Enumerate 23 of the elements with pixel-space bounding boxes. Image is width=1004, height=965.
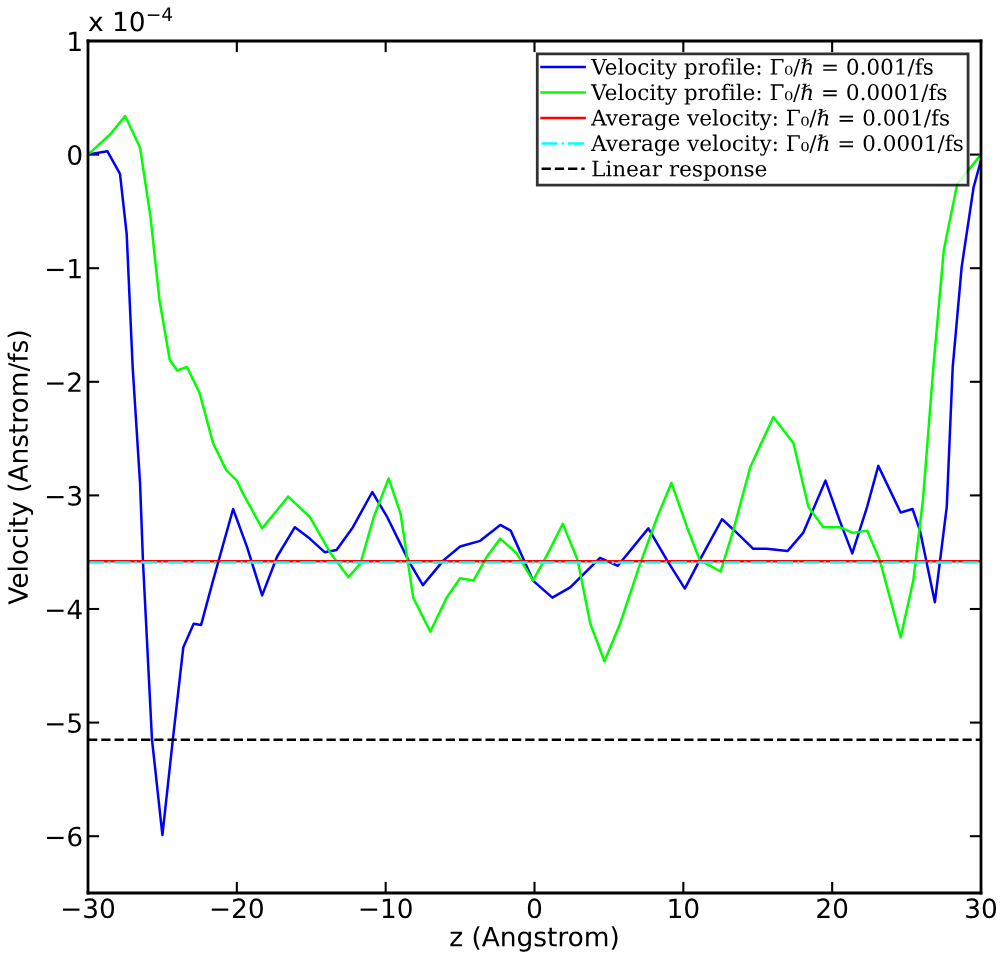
y-tick-label: −6 — [47, 826, 82, 847]
x-tick-label: 20 — [817, 898, 848, 919]
y-tick-label: −2 — [47, 372, 81, 392]
x-tick-label: 30 — [966, 898, 997, 919]
y-tick-label: 0 — [68, 145, 82, 165]
y-tick-label: −3 — [47, 485, 82, 506]
y-axis-title: Velocity (Anstrom/fs) — [7, 331, 34, 605]
legend-label: Velocity profile: Γ₀/ℏ = 0.001/fs — [590, 58, 933, 80]
x-tick-label: −20 — [211, 898, 263, 919]
y-tick-label: −4 — [47, 599, 82, 620]
y-tick-label: −5 — [47, 713, 81, 733]
x-tick-label: −10 — [360, 898, 412, 919]
legend-label: Average velocity: Γ₀/ℏ = 0.0001/fs — [590, 134, 963, 156]
x-axis-title: z (Angstrom) — [450, 926, 618, 952]
legend-label: Average velocity: Γ₀/ℏ = 0.001/fs — [590, 109, 949, 131]
text: x 10$^{−4}$ — [88, 7, 173, 32]
legend-label: Linear response — [592, 160, 767, 181]
y-tick-label: 1 — [69, 31, 81, 52]
y-tick-label: −1 — [47, 258, 81, 279]
x-tick-label: −30 — [62, 898, 115, 919]
x-tick-label: 10 — [669, 898, 699, 919]
x-tick-label: 0 — [527, 898, 542, 919]
legend-label: Velocity profile: Γ₀/ℏ = 0.0001/fs — [590, 83, 947, 105]
